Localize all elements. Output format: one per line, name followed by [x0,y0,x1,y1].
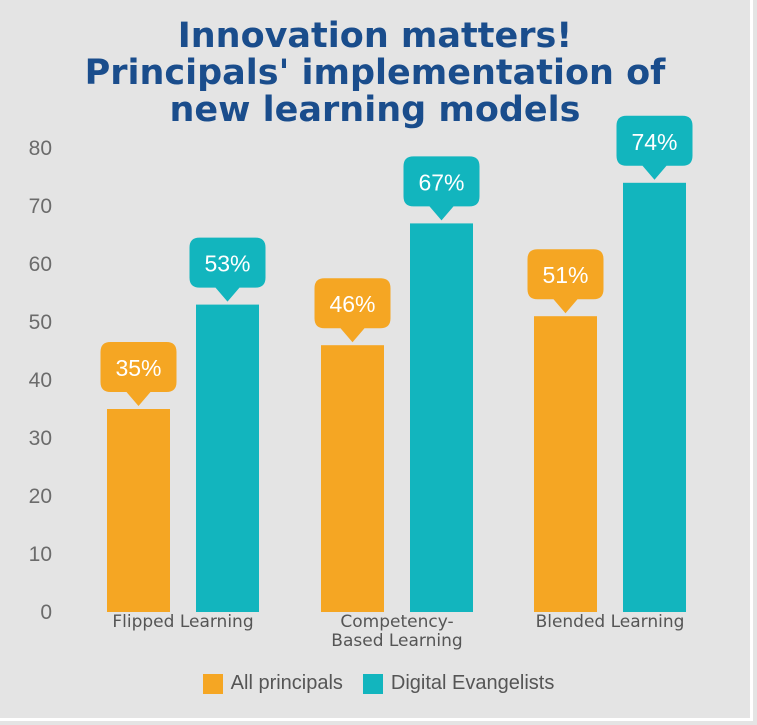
y-tick-label: 40 [29,369,52,392]
legend-item-all-principals: All principals [202,672,343,695]
bar [623,182,686,613]
y-tick-label: 0 [40,601,52,624]
title-line-2: Principals' implementation of [84,53,666,93]
data-label: 51% [542,262,588,288]
legend-swatch-all-principals [202,673,223,694]
legend: All principals Digital Evangelists [0,672,757,695]
bar [196,304,259,612]
bar [321,345,384,612]
y-tick-label: 30 [29,427,52,450]
bar-chart: 0 10 20 30 40 50 60 70 80 35% 46% 51% 53% 67% 74% Flipp… [29,115,693,651]
bar [107,409,170,612]
title-line-1: Innovation matters! [177,16,573,56]
legend-label-digital-evangelists: Digital Evangelists [390,672,555,694]
bar [410,223,473,612]
y-tick-label: 20 [29,485,52,508]
data-label: 67% [418,169,464,195]
data-label-callout [527,249,604,314]
data-label-callout [189,237,266,302]
data-label: 74% [631,129,677,155]
y-tick-label: 50 [29,311,52,334]
data-label-callout [403,156,480,221]
chart-title: Innovation matters! Principals' implemen… [0,18,750,129]
data-label: 53% [204,251,250,277]
legend-label-all-principals: All principals [230,672,343,694]
y-tick-label: 60 [29,253,52,276]
category-label: Blended Learning [536,612,685,632]
y-tick-label: 80 [29,137,52,160]
bar [534,316,597,612]
data-label-callout [314,278,391,343]
y-tick-label: 70 [29,195,52,218]
category-label: Competency- [340,612,453,632]
data-label-callout [616,115,693,180]
y-tick-label: 10 [29,543,52,566]
category-label: Based Learning [331,631,462,651]
title-line-3: new learning models [169,90,581,130]
legend-swatch-digital-evangelists [362,673,383,694]
category-label: Flipped Learning [112,612,253,632]
data-label: 35% [115,355,161,381]
data-label: 46% [329,291,375,317]
data-label-callout [100,342,177,406]
legend-item-digital-evangelists: Digital Evangelists [362,672,555,695]
